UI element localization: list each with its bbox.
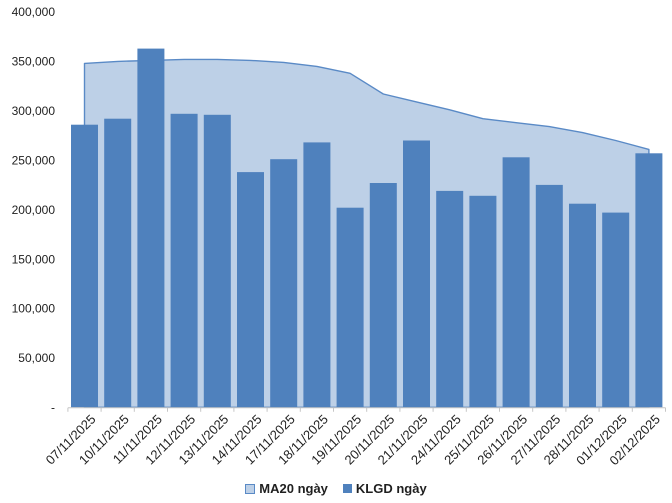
ma20-area-series[interactable] bbox=[83, 58, 650, 408]
klgd-volume-bar[interactable] bbox=[436, 190, 464, 408]
klgd-volume-bar[interactable] bbox=[270, 159, 298, 408]
legend-item-ma20[interactable]: MA20 ngày bbox=[245, 481, 328, 496]
y-axis-label: 100,000 bbox=[12, 302, 56, 316]
klgd-volume-bar[interactable] bbox=[369, 183, 397, 408]
y-axis-label: 150,000 bbox=[12, 252, 56, 266]
klgd-volume-bar[interactable] bbox=[137, 48, 165, 408]
legend: MA20 ngày KLGD ngày bbox=[0, 481, 672, 496]
legend-item-klgd[interactable]: KLGD ngày bbox=[342, 481, 427, 496]
klgd-volume-bar[interactable] bbox=[104, 118, 132, 408]
ma20-area-swatch-icon bbox=[245, 483, 256, 494]
klgd-volume-bar[interactable] bbox=[502, 157, 530, 408]
y-axis-label: 400,000 bbox=[12, 5, 56, 19]
klgd-bar-swatch-icon bbox=[342, 484, 352, 493]
legend-label-ma20: MA20 ngày bbox=[259, 481, 328, 496]
y-axis-label: - bbox=[51, 401, 55, 415]
klgd-volume-bar[interactable] bbox=[635, 153, 663, 408]
klgd-volume-bar[interactable] bbox=[303, 142, 331, 408]
y-axis-label: 200,000 bbox=[12, 203, 56, 217]
klgd-volume-bar[interactable] bbox=[602, 212, 630, 408]
klgd-volume-bar[interactable] bbox=[237, 172, 264, 408]
klgd-volume-bar[interactable] bbox=[469, 195, 497, 408]
y-axis-label: 350,000 bbox=[12, 55, 56, 69]
legend-label-klgd: KLGD ngày bbox=[355, 481, 427, 496]
klgd-volume-bar[interactable] bbox=[203, 114, 231, 408]
klgd-volume-bar[interactable] bbox=[170, 113, 198, 408]
y-axis-label: 250,000 bbox=[12, 153, 56, 167]
klgd-volume-bar[interactable] bbox=[569, 203, 596, 408]
klgd-volume-bar[interactable] bbox=[71, 124, 98, 408]
klgd-volume-bar[interactable] bbox=[535, 184, 563, 408]
y-axis-label: 50,000 bbox=[18, 351, 55, 365]
klgd-volume-bar[interactable] bbox=[403, 140, 430, 408]
y-axis-label: 300,000 bbox=[12, 104, 56, 118]
klgd-volume-bar[interactable] bbox=[336, 207, 364, 408]
